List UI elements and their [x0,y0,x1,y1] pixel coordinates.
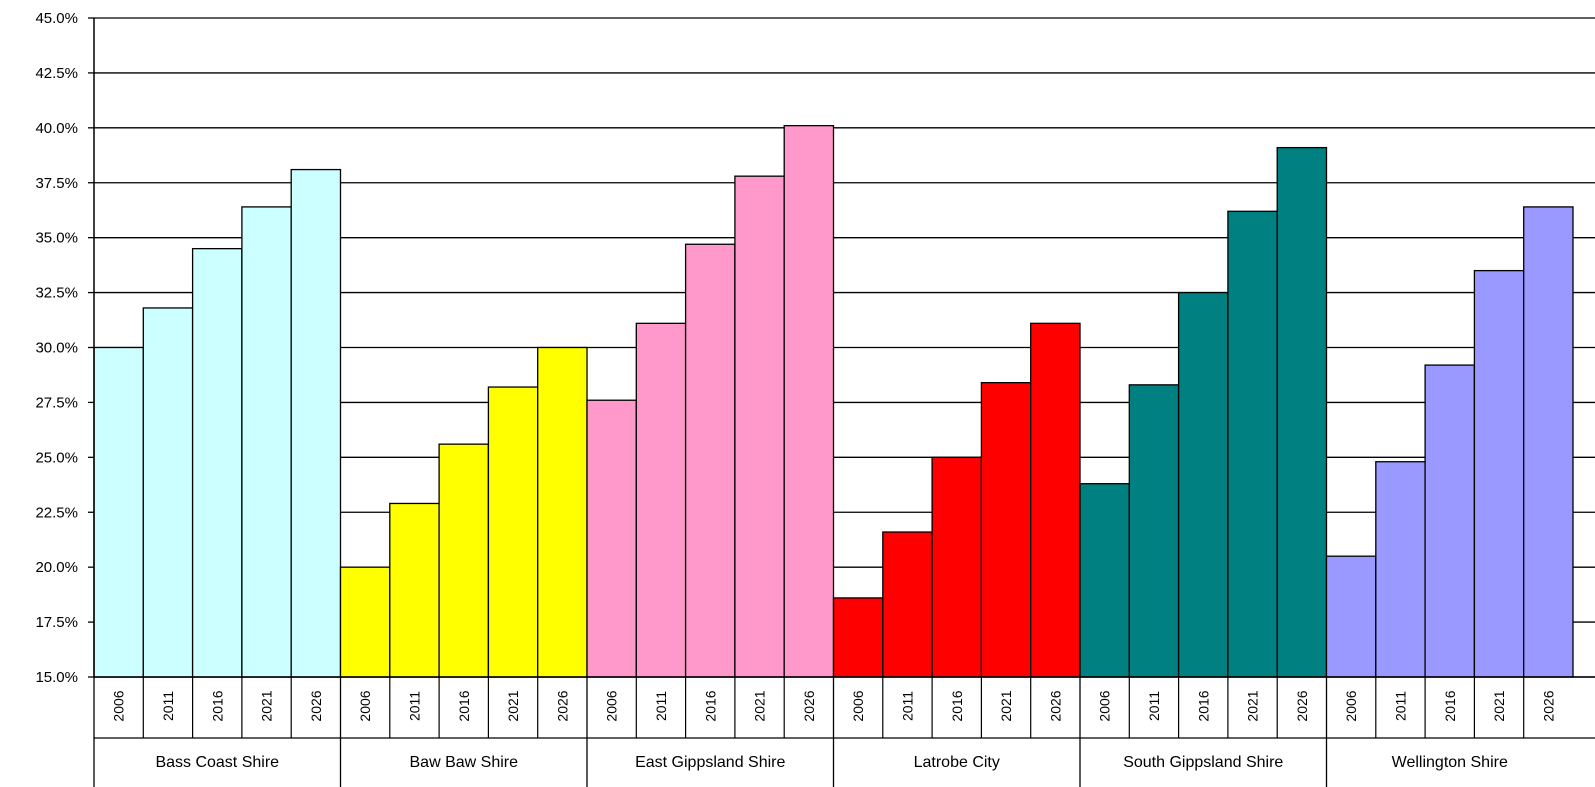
bar [1276,146,1328,678]
group-label: East Gippsland Shire [635,754,785,771]
year-label: 2006 [1343,690,1359,721]
bar [882,531,933,678]
year-label: 2016 [456,690,472,721]
y-tick-label: 35.0% [35,230,78,247]
bar [783,124,835,678]
bar [438,443,490,678]
bar [980,381,1032,678]
y-tick-label: 37.5% [35,175,78,192]
y-tick-label: 27.5% [35,394,78,411]
bar [487,386,539,678]
bar [1227,210,1278,678]
year-label: 2016 [1195,690,1211,721]
bar [191,247,243,678]
year-label: 2011 [160,691,176,721]
year-label: 2026 [554,690,570,721]
group-label: South Gippsland Shire [1123,754,1283,771]
group-label: Latrobe City [914,754,1000,771]
bar [586,399,637,678]
bar [832,597,884,678]
year-label: 2006 [850,690,866,721]
axes [88,17,1595,787]
bar [241,206,292,678]
year-label: 2006 [1097,690,1113,721]
year-label: 2021 [259,690,275,721]
y-tick-label: 25.0% [35,449,78,466]
year-label: 2021 [1245,690,1261,721]
y-tick-label: 17.5% [35,614,78,631]
bar [1177,291,1229,678]
year-label: 2011 [899,691,915,721]
bar [93,346,144,678]
y-tick-label: 15.0% [35,669,78,686]
y-tick-label: 40.0% [35,120,78,137]
y-tick-label: 32.5% [35,285,78,302]
y-tick-label: 42.5% [35,65,78,82]
year-label: 2006 [111,690,127,721]
year-label: 2016 [949,690,965,721]
bar [1079,483,1130,678]
bar [684,243,736,678]
y-tick-label: 22.5% [35,504,78,521]
bar [1523,206,1574,678]
group-label: Bass Coast Shire [155,754,279,771]
bar [389,502,440,678]
bar [931,456,983,678]
bar [635,322,687,678]
bar [1128,384,1180,678]
year-label: 2016 [209,690,225,721]
year-label: 2026 [1540,690,1556,721]
bar [1325,555,1377,678]
year-label: 2026 [801,690,817,721]
bar [1375,461,1426,678]
year-label: 2026 [308,690,324,721]
bar [290,168,342,678]
bar [1030,322,1081,678]
year-label: 2006 [357,690,373,721]
bar [1473,269,1525,678]
year-label: 2016 [702,690,718,721]
year-label: 2026 [1294,690,1310,721]
bar [1424,364,1476,678]
bar [537,346,588,678]
year-label: 2011 [1146,691,1162,721]
year-label: 2026 [1047,690,1063,721]
year-label: 2011 [406,691,422,721]
y-tick-label: 45.0% [35,10,78,27]
group-label: Wellington Shire [1392,754,1508,771]
year-label: 2021 [752,690,768,721]
group-label: Baw Baw Shire [410,754,519,771]
bar [734,175,785,678]
bar [339,566,391,678]
bars [93,124,1574,678]
year-label: 2011 [653,691,669,721]
labels: 15.0% 17.5% 20.0% 22.5% 25.0% 27.5% 30.0% 32.5%… [35,10,1556,771]
y-tick-label: 30.0% [35,340,78,357]
year-label: 2021 [1491,690,1507,721]
year-label: 2021 [998,690,1014,721]
y-tick-label: 20.0% [35,559,78,576]
year-label: 2006 [604,690,620,721]
year-label: 2011 [1392,691,1408,721]
bar [142,307,194,678]
year-label: 2016 [1442,690,1458,721]
year-label: 2021 [505,690,521,721]
